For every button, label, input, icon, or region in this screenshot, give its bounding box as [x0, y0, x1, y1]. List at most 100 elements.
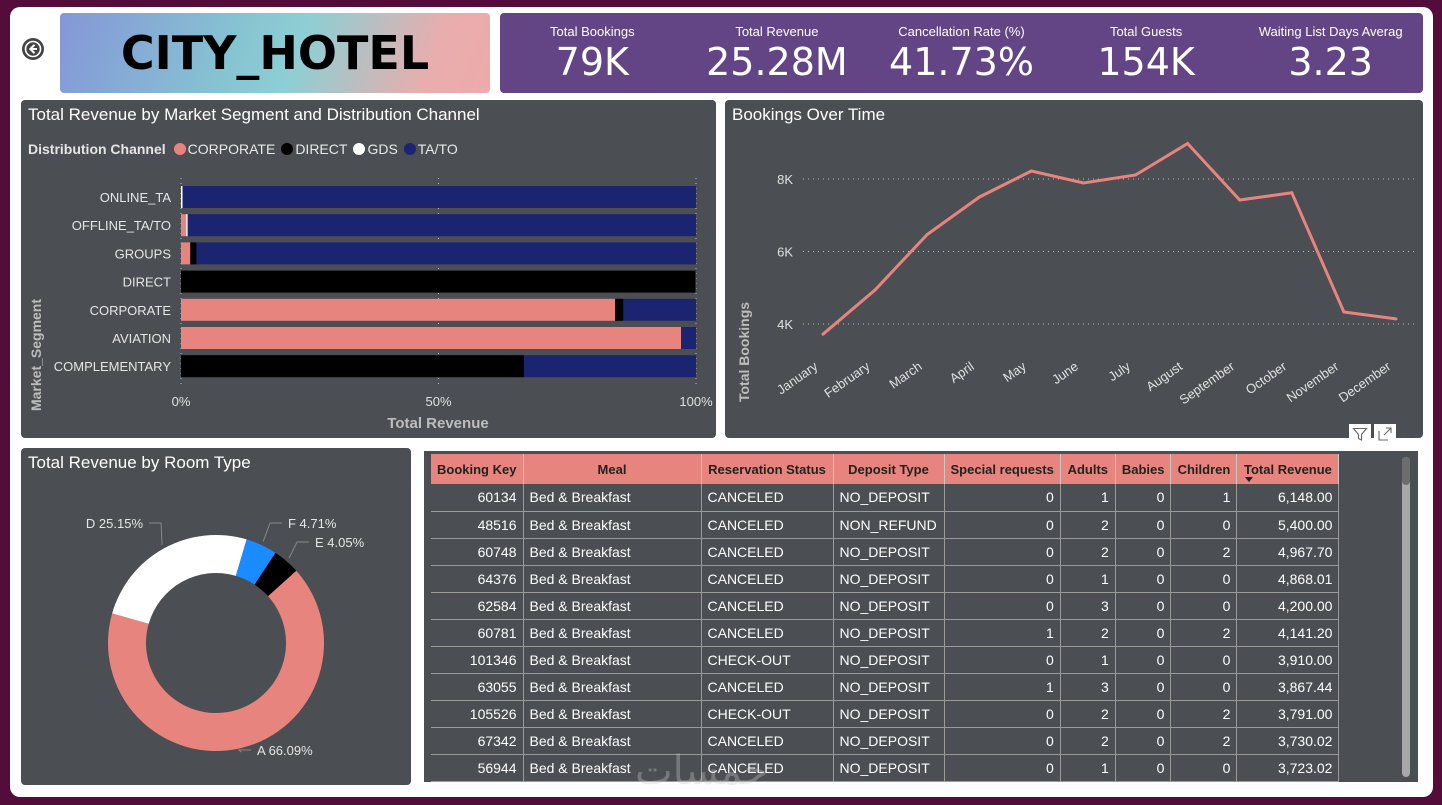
table-cell: 0 — [944, 565, 1061, 593]
bar-segment-direct[interactable] — [190, 242, 197, 265]
back-button[interactable] — [22, 38, 44, 60]
table-row[interactable]: 60134 Bed & Breakfast CANCELED NO_DEPOSIT 0 1… — [431, 484, 1340, 512]
kpi-label: Cancellation Rate (%) — [898, 23, 1025, 39]
line-point[interactable] — [1029, 169, 1033, 173]
line-point[interactable] — [1134, 173, 1138, 177]
donut-slice-a[interactable] — [107, 570, 325, 751]
table-cell: 3,867.44 — [1236, 673, 1340, 701]
kpi-label: Total Bookings — [550, 23, 635, 39]
donut-slice-f[interactable] — [235, 539, 276, 585]
line-point[interactable] — [925, 232, 929, 236]
scrollbar-thumb[interactable] — [1402, 457, 1410, 485]
bar-segment-direct[interactable] — [615, 298, 624, 321]
bar-segment-corporate[interactable] — [181, 242, 191, 265]
slice-label-d: D 25.15% — [86, 516, 144, 531]
more-options-button[interactable]: ··· — [1401, 426, 1418, 442]
bar-segment-corporate[interactable] — [181, 298, 616, 321]
column-header[interactable]: Babies — [1115, 454, 1172, 484]
slice-label-f: F 4.71% — [288, 516, 337, 531]
line-point[interactable] — [1290, 191, 1294, 195]
table-row[interactable]: 56944 Bed & Breakfast CANCELED NO_DEPOSIT 0 1… — [431, 754, 1340, 782]
focus-mode-icon — [1378, 427, 1392, 441]
line-point[interactable] — [1238, 198, 1242, 202]
legend-item-gds[interactable]: GDS — [353, 141, 398, 157]
bar-segment-corporate[interactable] — [181, 214, 187, 237]
table-cell: NO_DEPOSIT — [833, 538, 945, 566]
bar-segment-ta-to[interactable] — [187, 214, 696, 237]
table-cell: 2 — [1170, 727, 1238, 755]
vertical-scrollbar[interactable] — [1402, 457, 1410, 777]
table-cell: 3,730.02 — [1236, 727, 1340, 755]
bar-segment-ta-to[interactable] — [196, 242, 696, 265]
table-cell: CANCELED — [701, 538, 834, 566]
table-row[interactable]: 101346 Bed & Breakfast CHECK-OUT NO_DEPOSIT… — [431, 646, 1340, 674]
table-cell: 0 — [1170, 511, 1238, 539]
table-cell: 2 — [1060, 727, 1116, 755]
table-row[interactable]: 48516 Bed & Breakfast CANCELED NON_REFUND 0 2… — [431, 511, 1340, 539]
column-header[interactable]: Deposit Type — [833, 454, 945, 484]
legend-item-direct[interactable]: DIRECT — [281, 141, 347, 157]
bookings-over-time-chart[interactable]: Bookings Over Time Total Bookings 4K 6K 8K… — [725, 100, 1423, 438]
table-cell: 105526 — [431, 700, 524, 728]
line-point[interactable] — [977, 195, 981, 199]
donut-slice-e[interactable] — [254, 552, 297, 597]
table-cell: Bed & Breakfast — [523, 673, 702, 701]
bar-segment-ta-to[interactable] — [523, 355, 696, 378]
line-point[interactable] — [1081, 181, 1085, 185]
x-tick-label: August — [1143, 358, 1185, 394]
column-header-label: Babies — [1121, 461, 1165, 477]
bar-segment-ta-to[interactable] — [182, 186, 697, 208]
table-row[interactable]: 63055 Bed & Breakfast CANCELED NO_DEPOSIT 1 3… — [431, 673, 1340, 701]
legend-item-corporate[interactable]: CORPORATE — [173, 141, 275, 157]
kpi-value: 25.28M — [706, 39, 848, 84]
donut-slice-d[interactable] — [112, 535, 247, 624]
line-series-total-bookings[interactable] — [822, 141, 1397, 336]
revenue-by-room-type-chart[interactable]: Total Revenue by Room Type A 66.09% D 25.… — [21, 448, 411, 785]
table-cell: Bed & Breakfast — [523, 754, 702, 782]
line-point[interactable] — [1342, 310, 1346, 314]
table-row[interactable]: 60748 Bed & Breakfast CANCELED NO_DEPOSIT 0 2… — [431, 538, 1340, 566]
table-cell: 1 — [1170, 484, 1238, 512]
bar-segment-ta-to[interactable] — [681, 327, 696, 349]
table-cell: 0 — [944, 700, 1061, 728]
column-header[interactable]: Total Revenue — [1236, 454, 1340, 484]
table-cell: 0 — [944, 754, 1061, 782]
donut-chart-plot: A 66.09% D 25.15% F 4.71% E 4.05% — [86, 516, 365, 758]
line-point[interactable] — [873, 288, 877, 292]
column-header[interactable]: Meal — [523, 454, 702, 484]
line-point[interactable] — [1394, 317, 1398, 321]
visual-header-actions: ··· — [1349, 424, 1420, 444]
revenue-by-segment-chart[interactable]: Total Revenue by Market Segment and Dist… — [21, 100, 716, 438]
legend-item-ta-to[interactable]: TA/TO — [403, 141, 458, 157]
table-cell: 0 — [1115, 646, 1172, 674]
column-header-label: Children — [1177, 461, 1231, 477]
table-row[interactable]: 60781 Bed & Breakfast CANCELED NO_DEPOSIT 1 2… — [431, 619, 1340, 647]
bar-segment-corporate[interactable] — [181, 327, 682, 349]
bar-segment-gds[interactable] — [186, 214, 188, 237]
table-row[interactable]: 67342 Bed & Breakfast CANCELED NO_DEPOSIT 0 2… — [431, 727, 1340, 755]
column-header[interactable]: Reservation Status — [701, 454, 834, 484]
bar-segment-direct[interactable] — [181, 270, 695, 293]
column-header[interactable]: Children — [1170, 454, 1238, 484]
bar-segment-ta-to[interactable] — [694, 270, 696, 293]
line-point[interactable] — [1186, 141, 1190, 145]
leader-line — [288, 541, 309, 559]
bar-segment-gds[interactable] — [181, 186, 183, 208]
table-cell: 0 — [1115, 727, 1172, 755]
table-row[interactable]: 62584 Bed & Breakfast CANCELED NO_DEPOSIT 0 3… — [431, 592, 1340, 620]
table-cell: 0 — [1115, 754, 1172, 782]
filter-button[interactable] — [1349, 424, 1371, 444]
y-tick-label: 6K — [777, 245, 793, 260]
column-header[interactable]: Booking Key — [431, 454, 524, 484]
column-header[interactable]: Special requests — [944, 454, 1061, 484]
bar-segment-direct[interactable] — [181, 355, 524, 378]
table-cell: 3 — [1060, 592, 1116, 620]
table-cell: 48516 — [431, 511, 524, 539]
focus-mode-button[interactable] — [1374, 424, 1396, 444]
bar-segment-ta-to[interactable] — [623, 298, 696, 321]
table-cell: 2 — [1060, 538, 1116, 566]
line-point[interactable] — [821, 332, 825, 336]
column-header[interactable]: Adults — [1060, 454, 1116, 484]
table-row[interactable]: 64376 Bed & Breakfast CANCELED NO_DEPOSIT 0 1… — [431, 565, 1340, 593]
table-row[interactable]: 105526 Bed & Breakfast CHECK-OUT NO_DEPOSIT… — [431, 700, 1340, 728]
